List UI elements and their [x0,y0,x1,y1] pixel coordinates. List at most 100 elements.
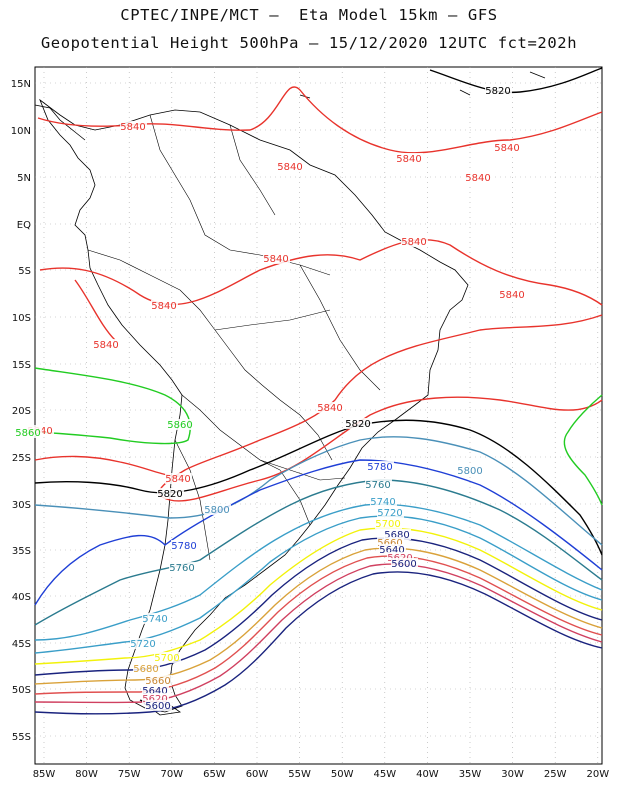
contour-label: 5780 [367,462,392,473]
contour-label-bg [377,507,404,518]
contour-label: 5700 [154,653,179,664]
contour-label: 5700 [375,519,400,530]
contour-label-bg [120,121,147,132]
country-borders [87,114,381,561]
contour-label: 5840 [120,122,145,133]
central-america-coast [34,104,86,141]
contour-5820 [34,419,603,556]
contour-label: 5640 [379,545,404,556]
contour-label-bg [145,700,172,711]
map-frame [34,66,603,765]
contour-label-bg [365,479,392,490]
contour-label: 5840 [277,162,302,173]
contour-label-bg [157,488,184,499]
contour-label-bg [133,663,160,674]
contour-5760 [34,479,603,626]
contour-label-bg [465,172,492,183]
contour-label: 5720 [130,639,155,650]
contour-label: 5760 [365,480,390,491]
lon-tick-label: 30W [501,769,524,780]
lon-tick-label: 60W [246,769,269,780]
lon-tick-label: 80W [75,769,98,780]
lon-tick-label: 20W [586,769,609,780]
lat-tick-label: 20S [12,406,31,417]
contour-label-bg [169,562,196,573]
contour-label: 5660 [145,676,170,687]
contour-5680 [34,537,603,676]
chart-subtitle: Geopotential Height 500hPa – 15/12/2020 … [40,34,578,52]
height-contours [34,67,603,715]
contour-label-bg [142,685,169,696]
contour-label: 5840 [317,403,342,414]
contour-5640 [34,555,603,695]
contour-label-bg [396,153,423,164]
contour-5740 [34,503,603,641]
contour-label-bg [204,504,231,515]
lat-tick-label: 5S [18,266,31,277]
contour-label-bg [145,675,172,686]
contour-label: 5820 [485,86,510,97]
lon-tick-label: 75W [118,769,141,780]
contour-label: 5840 [465,173,490,184]
lon-tick-label: 70W [160,769,183,780]
contour-label: 5740 [370,497,395,508]
contour-label: 5660 [377,538,402,549]
lon-tick-label: 45W [373,769,396,780]
lat-tick-label: 55S [12,732,31,743]
lon-tick-label: 65W [203,769,226,780]
contour-5840-east [158,314,603,502]
lat-tick-label: 35S [12,546,31,557]
contour-label: 5840 [263,254,288,265]
lat-tick-label: 50S [12,685,31,696]
contour-label: 5600 [391,559,416,570]
contour-label: 5860 [15,428,40,439]
contour-label: 5840 [401,237,426,248]
contour-label-bg [93,339,120,350]
lat-tick-label: 45S [12,639,31,650]
contour-label-bg [367,461,394,472]
lat-tick-label: EQ [17,220,31,231]
contour-label-bg [154,652,181,663]
contour-label: 5680 [384,530,409,541]
contour-5840-amazon [74,279,116,341]
contour-label: 5840 [151,301,176,312]
contour-5620 [34,563,603,704]
contour-label-bg [263,253,290,264]
contour-label-bg [317,402,344,413]
contour-5860-east [563,394,603,506]
axis-ticks: 15N10N5NEQ5S10S15S20S25S30S35S40S45S50S5… [11,79,609,780]
contour-label-bg [167,419,194,430]
chart-title: CPTEC/INPE/MCT – Eta Model 15km – GFS [120,6,498,24]
contour-label-bg [15,427,42,438]
contour-label: 5840 [93,340,118,351]
contour-5800 [34,436,603,546]
contour-label: 5680 [133,664,158,675]
lat-tick-label: 30S [12,500,31,511]
coastlines [34,71,546,716]
lat-tick-label: 5N [17,173,31,184]
contour-5840-south [34,455,186,477]
lat-lon-grid [35,67,602,764]
contour-label-bg [384,529,411,540]
contour-5720 [34,515,603,654]
contour-5840-mid [39,238,603,306]
contour-label: 5640 [142,686,167,697]
lon-tick-label: 50W [331,769,354,780]
contour-label-bg [485,85,512,96]
contour-label-bg [375,518,402,529]
contour-label-bg [171,540,198,551]
lon-tick-label: 55W [288,769,311,780]
contour-label: 5860 [167,420,192,431]
lat-tick-label: 25S [12,453,31,464]
contour-5700 [34,527,603,665]
contour-label: 5800 [204,505,229,516]
lon-tick-label: 35W [459,769,482,780]
contour-5860-west [34,367,191,445]
contour-label: 5600 [145,701,170,712]
lat-tick-label: 15N [11,79,31,90]
contour-5820-north [429,67,603,94]
contour-label-bg [457,465,484,476]
contour-label: 5820 [345,419,370,430]
contour-label-bg [130,638,157,649]
